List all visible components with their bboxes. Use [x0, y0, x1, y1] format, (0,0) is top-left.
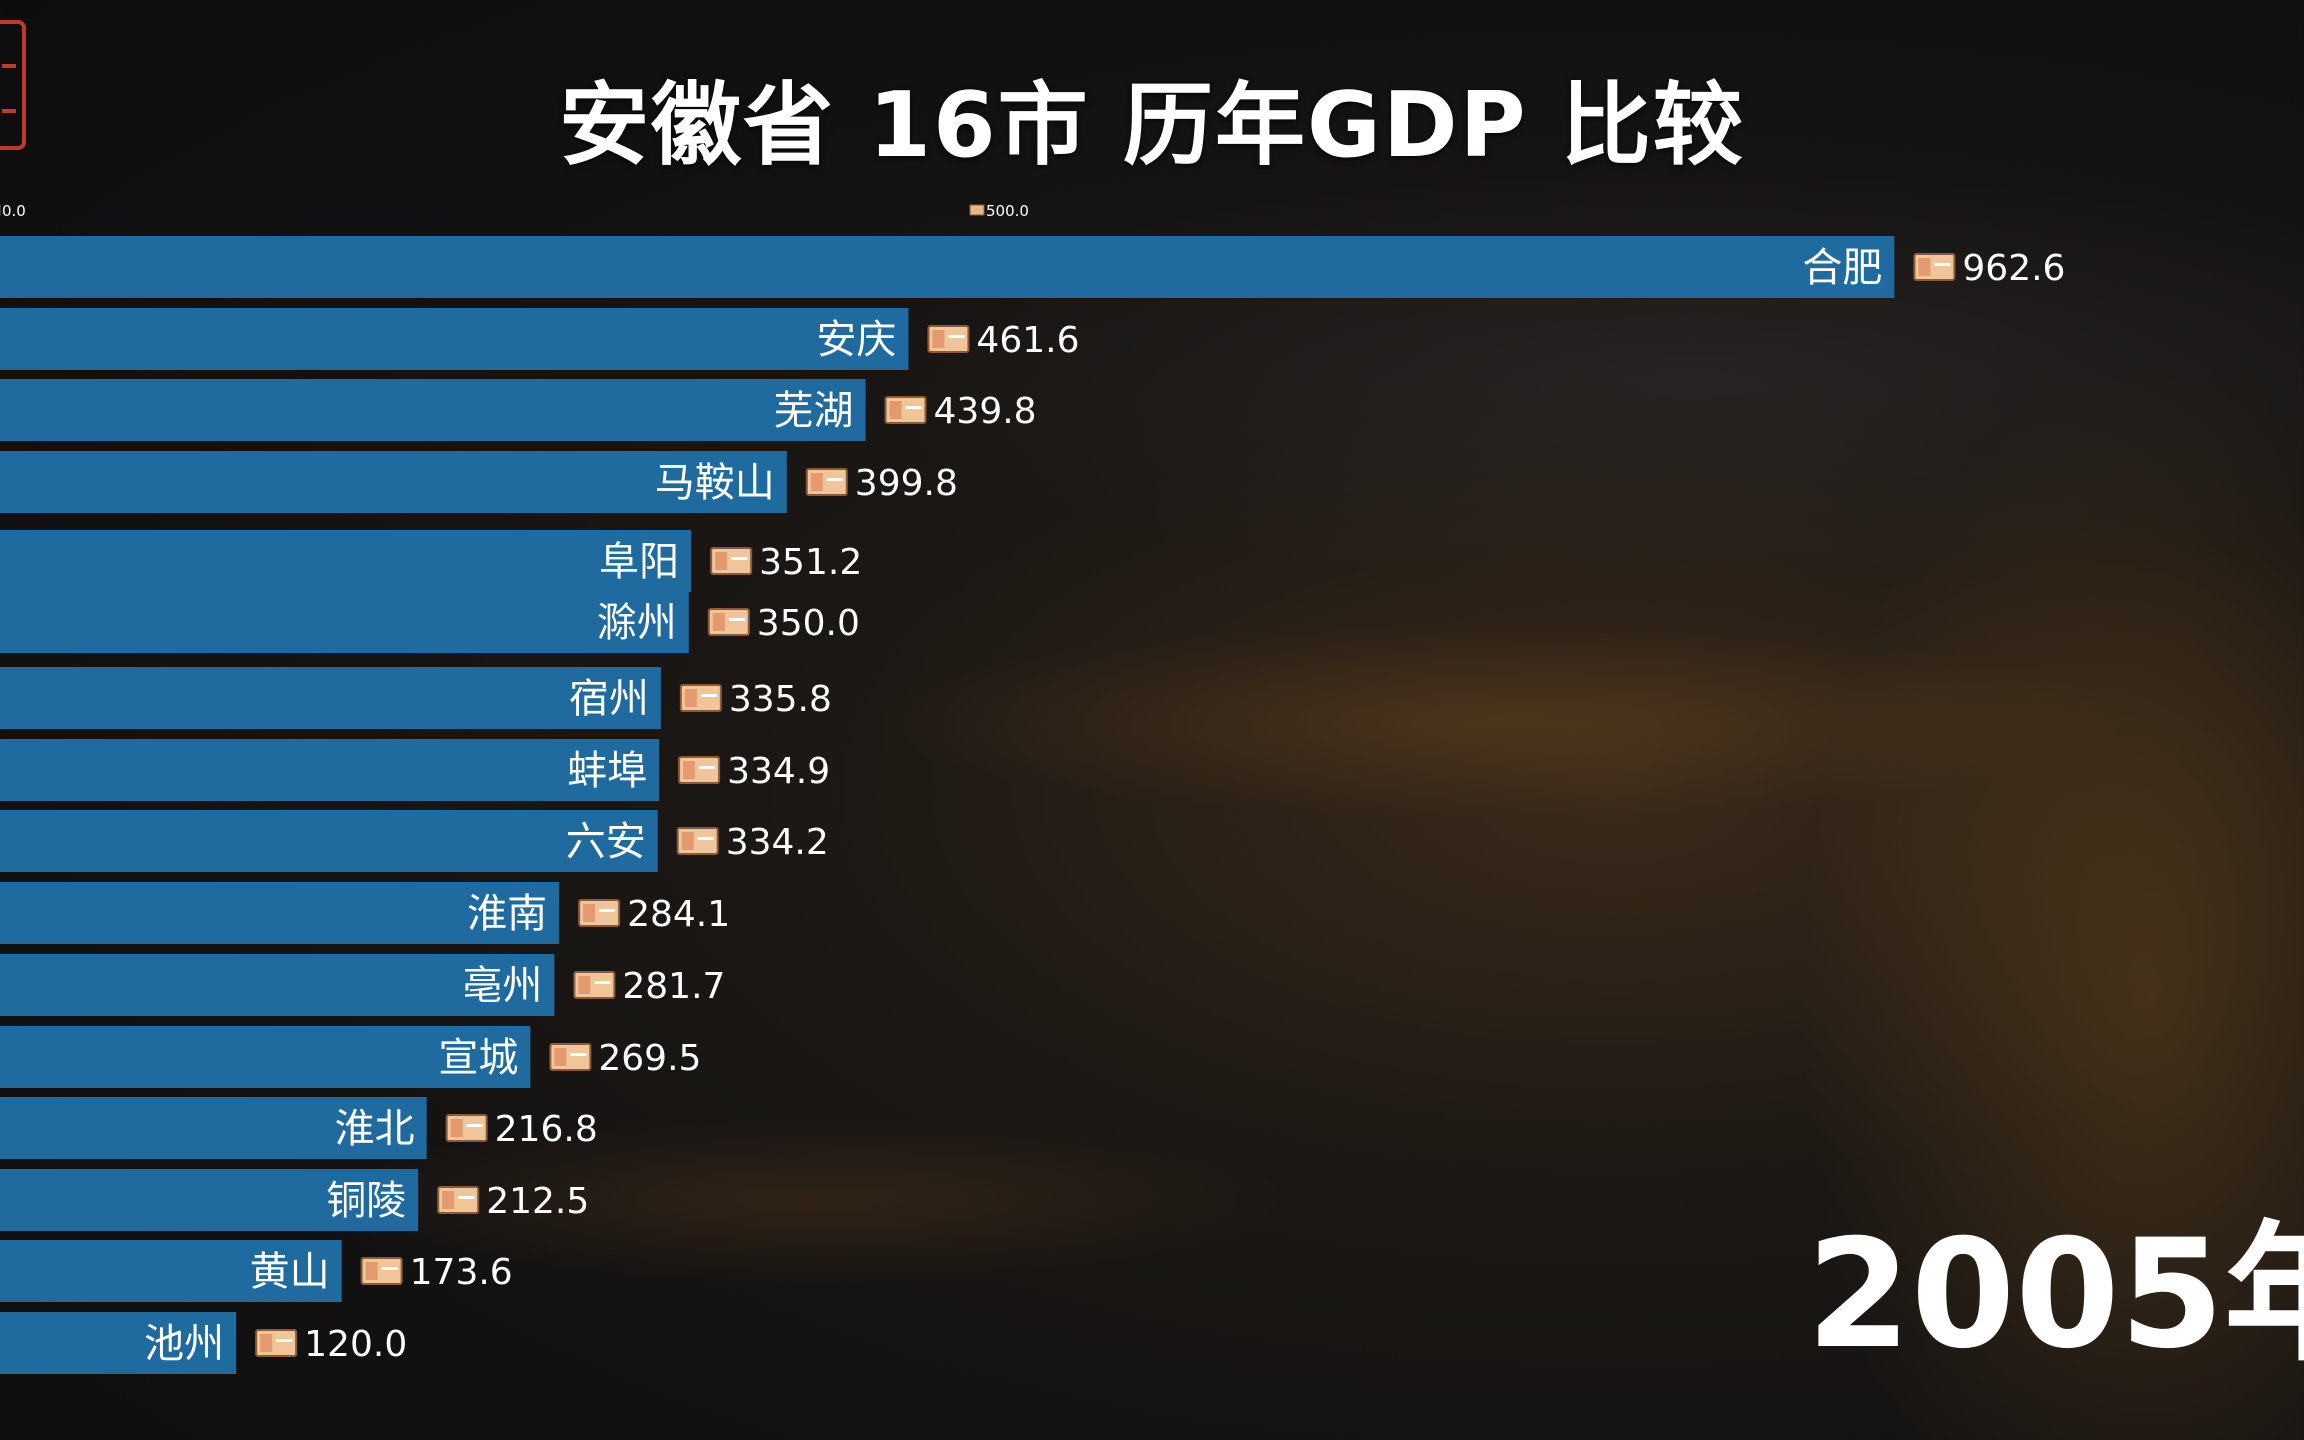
bar-2 — [0, 379, 866, 441]
year-label: 2005年 — [1806, 1208, 2304, 1382]
category-label-12: 淮北 — [335, 1106, 415, 1152]
yuan-banknote-icon — [884, 396, 927, 424]
yuan-banknote-icon — [360, 1257, 403, 1285]
bar-10 — [0, 954, 555, 1016]
category-label-10: 亳州 — [462, 963, 542, 1009]
bar-13 — [0, 1169, 419, 1231]
bar-row-0: 合肥 962.6 — [0, 236, 2065, 298]
value-label-9: 284.1 — [627, 894, 730, 935]
x-tick-label-1: 500.0 — [986, 202, 1029, 220]
yuan-banknote-icon — [437, 1186, 480, 1214]
yuan-banknote-icon — [707, 608, 750, 636]
yuan-banknote-icon — [255, 1329, 298, 1357]
yuan-banknote-icon — [573, 971, 616, 999]
value-label-8: 334.2 — [726, 822, 829, 863]
value-label-0: 962.6 — [1962, 248, 2065, 289]
value-label-5: 350.0 — [757, 603, 860, 644]
category-label-11: 宣城 — [438, 1035, 518, 1081]
bar-12 — [0, 1097, 427, 1159]
value-label-7: 334.9 — [727, 751, 830, 792]
category-label-8: 六安 — [566, 819, 646, 865]
bar-row-14: 黄山 173.6 — [0, 1240, 513, 1302]
yuan-banknote-icon — [676, 827, 719, 855]
bar-row-6: 宿州 335.8 — [0, 667, 832, 729]
category-label-2: 芜湖 — [774, 388, 854, 434]
bar-9 — [0, 882, 560, 944]
chart-title: 安徽省 16市 历年GDP 比较 — [559, 73, 1745, 178]
bar-row-2: 芜湖 439.8 — [0, 379, 1037, 441]
bar-7 — [0, 739, 660, 801]
yuan-banknote-icon — [927, 325, 970, 353]
value-label-10: 281.7 — [622, 966, 725, 1007]
bar-row-7: 蚌埠 334.9 — [0, 739, 830, 801]
bar-row-5: 滁州 350.0 — [0, 591, 860, 653]
bar-15 — [0, 1312, 237, 1374]
value-label-6: 335.8 — [729, 679, 832, 720]
value-label-14: 173.6 — [410, 1252, 513, 1293]
bar-row-15: 池州 120.0 — [0, 1312, 407, 1374]
yuan-banknote-icon — [445, 1114, 488, 1142]
bar-row-1: 安庆 461.6 — [0, 308, 1079, 370]
bar-4 — [0, 530, 692, 592]
category-label-5: 滁州 — [597, 600, 677, 646]
category-label-1: 安庆 — [816, 317, 896, 363]
bar-row-11: 宣城 269.5 — [0, 1026, 701, 1088]
bar-row-12: 淮北 216.8 — [0, 1097, 598, 1159]
bar-row-10: 亳州 281.7 — [0, 954, 725, 1016]
yuan-banknote-icon — [549, 1043, 592, 1071]
value-label-13: 212.5 — [486, 1181, 589, 1222]
bar-11 — [0, 1026, 531, 1088]
bar-8 — [0, 810, 658, 872]
x-tick-label-0: 0.0 — [2, 202, 26, 220]
category-label-15: 池州 — [144, 1321, 224, 1367]
yuan-banknote-icon — [710, 547, 753, 575]
yuan-banknote-icon — [805, 468, 848, 496]
value-label-15: 120.0 — [304, 1324, 407, 1365]
category-label-4: 阜阳 — [599, 539, 679, 585]
tick-banknote-icon — [969, 204, 985, 216]
red-seal-logo — [0, 20, 26, 150]
bar-0 — [0, 236, 1895, 298]
value-label-4: 351.2 — [759, 542, 862, 583]
value-label-3: 399.8 — [855, 463, 958, 504]
bar-row-3: 马鞍山 399.8 — [0, 451, 958, 513]
category-label-0: 合肥 — [1802, 245, 1882, 291]
value-label-2: 439.8 — [934, 391, 1037, 432]
yuan-banknote-icon — [1913, 253, 1956, 281]
category-label-9: 淮南 — [467, 891, 547, 937]
bar-5 — [0, 591, 689, 653]
category-label-13: 铜陵 — [326, 1178, 406, 1224]
yuan-banknote-icon — [578, 899, 621, 927]
value-label-12: 216.8 — [495, 1109, 598, 1150]
bar-6 — [0, 667, 661, 729]
category-label-3: 马鞍山 — [655, 460, 775, 506]
bar-row-4: 阜阳 351.2 — [0, 530, 862, 592]
bar-1 — [0, 308, 909, 370]
category-label-7: 蚌埠 — [567, 748, 647, 794]
bar-14 — [0, 1240, 342, 1302]
value-label-11: 269.5 — [598, 1038, 701, 1079]
yuan-banknote-icon — [678, 756, 721, 784]
value-label-1: 461.6 — [976, 320, 1079, 361]
yuan-banknote-icon — [679, 684, 722, 712]
bar-row-9: 淮南 284.1 — [0, 882, 730, 944]
bar-row-8: 六安 334.2 — [0, 810, 829, 872]
category-label-14: 黄山 — [250, 1249, 330, 1295]
bar-3 — [0, 451, 787, 513]
category-label-6: 宿州 — [569, 676, 649, 722]
bar-row-13: 铜陵 212.5 — [0, 1169, 589, 1231]
